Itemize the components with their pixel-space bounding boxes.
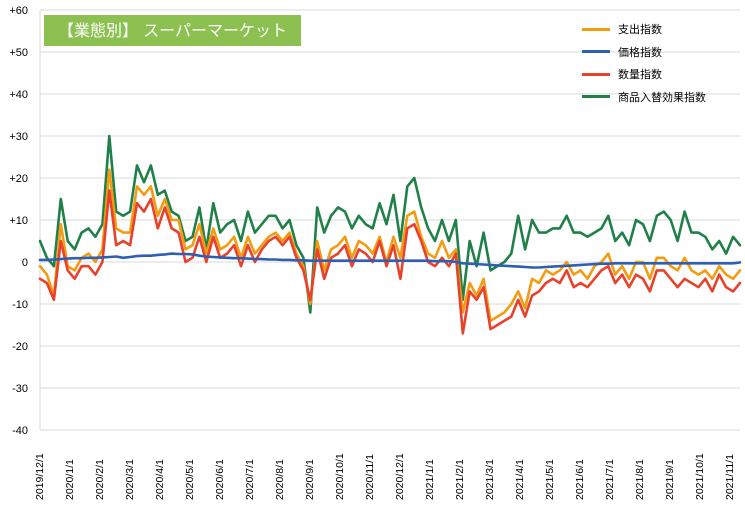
x-tick-label: 2021/10/1 [694, 453, 706, 500]
legend-item-price: 価格指数 [582, 41, 742, 64]
x-tick-label: 2021/9/1 [664, 459, 676, 500]
x-tick-label: 2021/6/1 [574, 459, 586, 500]
x-tick-label: 2020/1/1 [64, 459, 76, 500]
x-axis-ticks: 2019/12/1 2020/1/1 2020/2/1 2020/3/1 2020/4/… [34, 453, 736, 500]
x-tick-label: 2020/4/1 [154, 459, 166, 500]
series-line-2 [38, 189, 742, 335]
x-tick-label: 2020/10/1 [334, 453, 346, 500]
x-tick-label: 2021/1/1 [424, 459, 436, 500]
legend-label-spending: 支出指数 [618, 23, 662, 37]
series-lines [38, 134, 742, 335]
x-tick-label: 2021/3/1 [484, 459, 496, 500]
y-tick-label: +30 [9, 131, 28, 143]
y-tick-label: 0 [22, 257, 28, 269]
legend-label-replacement: 商品入替効果指数 [618, 90, 706, 104]
chart-title: 【業態別】 スーパーマーケット [44, 15, 301, 46]
x-tick-label: 2021/5/1 [544, 459, 556, 500]
x-tick-label: 2020/12/1 [394, 453, 406, 500]
x-tick-label: 2021/7/1 [604, 459, 616, 500]
legend-swatch-price [582, 50, 610, 54]
y-tick-label: -20 [12, 341, 28, 353]
y-tick-label: +20 [9, 173, 28, 185]
legend-item-replacement: 商品入替効果指数 [582, 86, 742, 109]
x-tick-label: 2020/8/1 [274, 459, 286, 500]
legend-swatch-replacement [582, 95, 610, 99]
legend-swatch-spending [582, 27, 610, 31]
legend-item-quantity: 数量指数 [582, 63, 742, 86]
x-tick-label: 2021/4/1 [514, 459, 526, 500]
y-tick-label: +50 [9, 47, 28, 59]
legend-label-price: 価格指数 [618, 45, 662, 59]
x-tick-label: 2021/8/1 [634, 459, 646, 500]
x-tick-label: 2020/11/1 [364, 454, 376, 500]
x-tick-label: 2021/11/1 [724, 454, 736, 500]
y-tick-label: +10 [9, 215, 28, 227]
y-tick-label: -10 [12, 299, 28, 311]
legend-swatch-quantity [582, 72, 610, 76]
x-tick-label: 2020/3/1 [124, 459, 136, 500]
legend: 支出指数 価格指数 数量指数 商品入替効果指数 [582, 18, 742, 108]
y-tick-label: +40 [9, 89, 28, 101]
legend-label-quantity: 数量指数 [618, 68, 662, 82]
series-line-0 [38, 168, 742, 323]
x-tick-label: 2020/9/1 [304, 459, 316, 500]
y-tick-label: -40 [12, 425, 28, 437]
x-tick-label: 2021/2/1 [454, 459, 466, 500]
x-tick-label: 2020/5/1 [184, 459, 196, 500]
y-axis-ticks: +60 +50 +40 +30 +20 +10 0 -10 -20 -30 -40 [9, 5, 28, 437]
series-line-1 [38, 252, 742, 269]
legend-item-spending: 支出指数 [582, 18, 742, 41]
x-tick-label: 2020/7/1 [244, 459, 256, 500]
x-tick-label: 2019/12/1 [34, 453, 46, 500]
y-tick-label: -30 [12, 383, 28, 395]
series-line-3 [38, 134, 742, 314]
y-tick-label: +60 [9, 5, 28, 17]
x-tick-label: 2020/6/1 [214, 459, 226, 500]
x-tick-label: 2020/2/1 [94, 459, 106, 500]
